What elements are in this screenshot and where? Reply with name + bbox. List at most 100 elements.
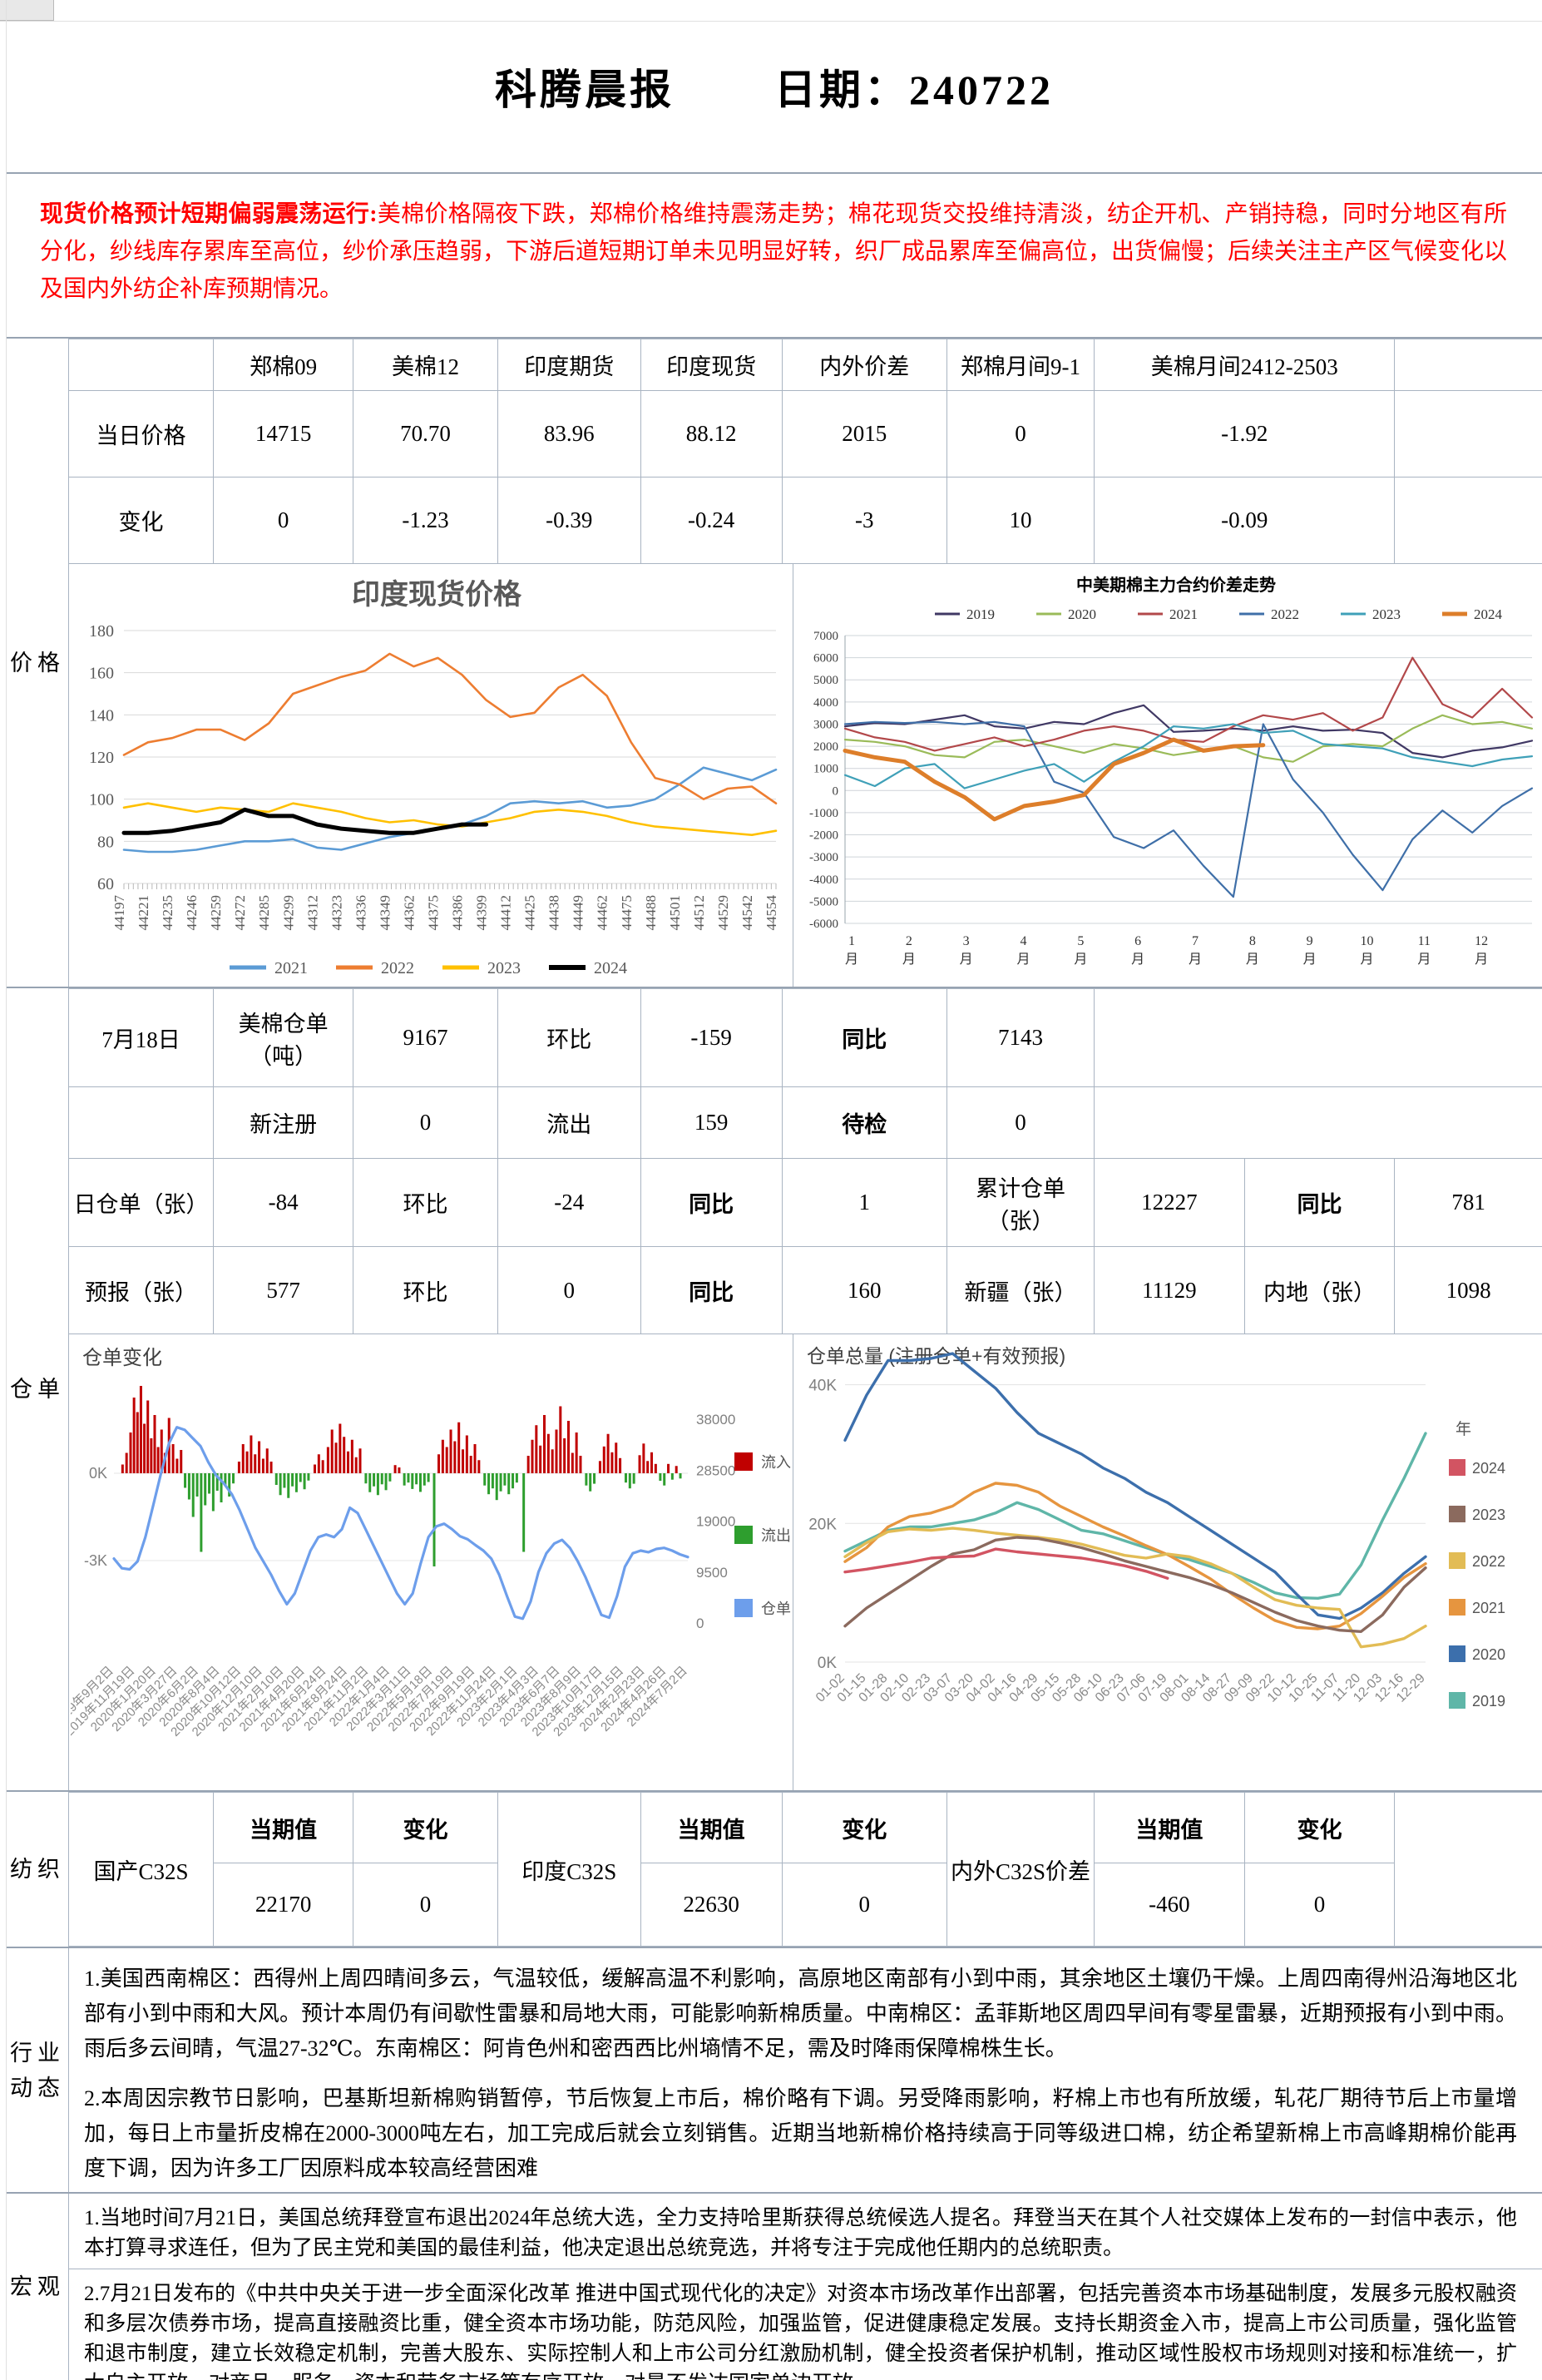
receipt-content: 7月18日 美棉仓单（吨） 9167 环比 -159 同比 7143 新注册 0… bbox=[69, 988, 1542, 1790]
textile-header-cell: 当期值 bbox=[213, 1792, 354, 1863]
sheet-corner bbox=[0, 0, 54, 21]
svg-text:38000: 38000 bbox=[696, 1412, 735, 1428]
textile-value-cell: 0 bbox=[781, 1863, 947, 1947]
price-value-cell bbox=[1394, 390, 1542, 477]
svg-text:44362: 44362 bbox=[401, 895, 417, 931]
receipt-row-label: 预报（张） bbox=[69, 1246, 215, 1334]
svg-text:仓单: 仓单 bbox=[761, 1601, 791, 1617]
price-value-cell: -0.09 bbox=[1094, 477, 1396, 564]
svg-text:44542: 44542 bbox=[739, 895, 755, 931]
industry-text: 1.美国西南棉区：西得州上周四晴间多云，气温较低，缓解高温不利影响，高原地区南部… bbox=[69, 1948, 1542, 2201]
svg-text:月: 月 bbox=[902, 952, 916, 967]
industry-item: 2.本周因宗教节日影响，巴基斯坦新棉购销暂停，节后恢复上市后，棉价略有下调。另受… bbox=[84, 2086, 1517, 2180]
india-spot-svg: 印度现货价格 60 80 100 120 140 160 180 44197 44221 44235… bbox=[89, 579, 779, 977]
receipt-label-cell: 同比 bbox=[640, 1246, 783, 1334]
receipt-charts-row: 仓单变化 0K -3K 38000 28500 19000 9500 0 2019年9月2日 20… bbox=[69, 1334, 1542, 1790]
summary-paragraph: 现货价格预计短期偏弱震荡运行:美棉价格隔夜下跌，郑棉价格维持震荡走势；棉花现货交… bbox=[7, 172, 1542, 339]
svg-text:月: 月 bbox=[960, 952, 973, 967]
svg-text:6000: 6000 bbox=[813, 652, 838, 666]
svg-text:100: 100 bbox=[89, 791, 114, 809]
receipt-value-cell: 7143 bbox=[946, 988, 1095, 1087]
svg-text:7000: 7000 bbox=[813, 630, 838, 643]
textile-group-label: 内外C32S价差 bbox=[946, 1792, 1095, 1947]
price-header-cell: 郑棉月间9-1 bbox=[946, 339, 1095, 391]
svg-text:2020: 2020 bbox=[1472, 1646, 1505, 1663]
svg-text:4000: 4000 bbox=[813, 696, 838, 710]
textile-header-cell: 变化 bbox=[781, 1792, 947, 1863]
svg-text:44501: 44501 bbox=[667, 895, 683, 931]
receipt-date-cell bbox=[69, 1086, 215, 1159]
section-receipt: 仓单 7月18日 美棉仓单（吨） 9167 环比 -159 同比 7143 bbox=[7, 988, 1542, 1792]
industry-content: 1.美国西南棉区：西得州上周四晴间多云，气温较低，缓解高温不利影响，高原地区南部… bbox=[69, 1948, 1542, 2192]
svg-text:9: 9 bbox=[1307, 934, 1313, 948]
svg-text:2023: 2023 bbox=[1372, 606, 1401, 622]
svg-text:44285: 44285 bbox=[256, 895, 272, 931]
receipt-total-svg: 仓单总量 (注册仓单+有效预报)0K20K40K01-0201-1501-280… bbox=[807, 1345, 1505, 1710]
svg-text:44529: 44529 bbox=[715, 895, 731, 931]
svg-text:60: 60 bbox=[97, 875, 114, 893]
textile-header-cell: 变化 bbox=[353, 1792, 498, 1863]
svg-text:月: 月 bbox=[1360, 952, 1373, 967]
svg-text:2019: 2019 bbox=[966, 606, 995, 622]
svg-text:120: 120 bbox=[89, 749, 114, 767]
price-header-cell bbox=[69, 339, 215, 391]
svg-text:2024: 2024 bbox=[1474, 606, 1503, 622]
svg-text:8: 8 bbox=[1249, 934, 1256, 948]
svg-text:7: 7 bbox=[1192, 934, 1199, 948]
receipt-change-chart: 仓单变化 0K -3K 38000 28500 19000 9500 0 2019年9月2日 20… bbox=[69, 1334, 793, 1790]
receipt-value-cell: 0 bbox=[946, 1086, 1095, 1159]
receipt-label-cell: 新疆（张） bbox=[946, 1246, 1095, 1334]
svg-text:28500: 28500 bbox=[696, 1462, 735, 1478]
price-row-label: 变化 bbox=[69, 477, 215, 564]
section-macro: 宏观 1.当地时间7月21日，美国总统拜登宣布退出2024年总统大选，全力支持哈… bbox=[7, 2194, 1542, 2380]
svg-text:-5000: -5000 bbox=[809, 895, 838, 908]
textile-content: 国产C32S 当期值 变化 印度C32S 当期值 变化 内外C32S价差 当期值… bbox=[69, 1792, 1542, 1947]
svg-text:月: 月 bbox=[1131, 952, 1144, 967]
receipt-value-cell: -24 bbox=[497, 1158, 641, 1247]
receipt-value-cell: 160 bbox=[781, 1246, 947, 1334]
report-date: 日期：240722 bbox=[774, 66, 1054, 113]
report-body: 科腾晨报 日期：240722 现货价格预计短期偏弱震荡运行:美棉价格隔夜下跌，郑… bbox=[7, 0, 1542, 2380]
svg-text:20K: 20K bbox=[808, 1516, 837, 1533]
section-label-industry: 行业动态 bbox=[7, 1948, 69, 2192]
price-header-cell: 美棉12 bbox=[353, 339, 498, 391]
receipt-change-svg: 仓单变化0K-3K380002850019000950002019年9月2日20… bbox=[71, 1347, 791, 1739]
price-value-cell: 0 bbox=[213, 477, 354, 564]
price-header-cell bbox=[1394, 339, 1542, 391]
receipt-label-cell: 环比 bbox=[353, 1246, 498, 1334]
svg-text:-2000: -2000 bbox=[809, 829, 838, 843]
svg-text:44475: 44475 bbox=[619, 895, 635, 931]
svg-text:2024: 2024 bbox=[594, 959, 627, 977]
receipt-value-cell: 1098 bbox=[1394, 1246, 1542, 1334]
svg-text:仓单变化: 仓单变化 bbox=[82, 1347, 162, 1369]
svg-text:2021: 2021 bbox=[1169, 606, 1198, 622]
cn-us-cotton-spread-chart: 中美期棉主力合约价差走势 2019 2020 2021 2022 2023 2024 -600… bbox=[793, 564, 1542, 987]
receipt-value-cell: 12227 bbox=[1094, 1158, 1245, 1247]
svg-text:0K: 0K bbox=[89, 1465, 107, 1482]
receipt-label-cell: 同比 bbox=[640, 1158, 783, 1247]
svg-text:月: 月 bbox=[1074, 952, 1087, 967]
svg-text:月: 月 bbox=[845, 952, 858, 967]
svg-text:1000: 1000 bbox=[813, 763, 838, 776]
svg-text:-6000: -6000 bbox=[809, 918, 838, 931]
price-value-cell: -0.39 bbox=[497, 477, 641, 564]
svg-text:44438: 44438 bbox=[546, 895, 562, 931]
textile-header-cell: 变化 bbox=[1243, 1792, 1396, 1863]
svg-text:6: 6 bbox=[1134, 934, 1141, 948]
svg-text:1: 1 bbox=[848, 934, 855, 948]
price-value-cell: -0.24 bbox=[640, 477, 783, 564]
receipt-label-cell: 内地（张） bbox=[1243, 1246, 1396, 1334]
svg-text:40K: 40K bbox=[808, 1378, 837, 1395]
svg-text:44323: 44323 bbox=[329, 895, 344, 931]
sheet-gridline-left bbox=[6, 0, 7, 2380]
svg-text:-1000: -1000 bbox=[809, 807, 838, 820]
receipt-label-cell: 新注册 bbox=[213, 1086, 354, 1159]
receipt-value-cell: 0 bbox=[353, 1086, 498, 1159]
receipt-value-cell: 1 bbox=[781, 1158, 947, 1247]
svg-text:3000: 3000 bbox=[813, 718, 838, 731]
price-value-cell: 83.96 bbox=[497, 390, 641, 477]
svg-text:44221: 44221 bbox=[136, 895, 151, 931]
svg-text:0: 0 bbox=[696, 1616, 704, 1631]
svg-text:5: 5 bbox=[1077, 934, 1084, 948]
receipt-label-cell: 环比 bbox=[353, 1158, 498, 1247]
